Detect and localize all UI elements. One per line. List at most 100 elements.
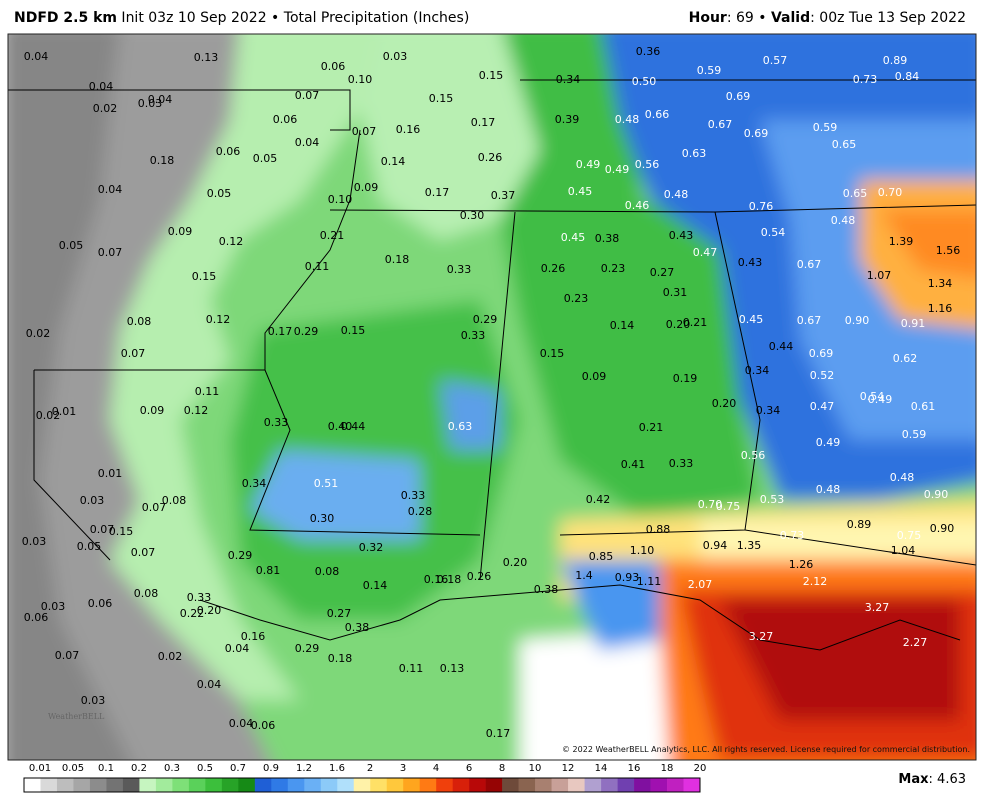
- precip-label: 0.46: [625, 199, 650, 212]
- precip-label: 0.48: [831, 214, 856, 227]
- precip-label: 0.43: [669, 229, 694, 242]
- legend-tick-label: 6: [466, 763, 472, 774]
- precip-label: 0.07: [142, 501, 167, 514]
- precip-label: 0.05: [77, 540, 102, 553]
- legend-tick-label: 1.6: [329, 763, 345, 774]
- precip-label: 1.04: [891, 544, 916, 557]
- precip-label: 0.17: [471, 116, 496, 129]
- legend-swatch: [205, 778, 223, 792]
- precip-label: 0.48: [816, 483, 841, 496]
- precip-label: 0.26: [467, 570, 492, 583]
- precip-label: 0.21: [320, 229, 345, 242]
- precip-label: 0.04: [295, 136, 320, 149]
- precip-label: 0.01: [52, 405, 77, 418]
- precip-label: 0.53: [760, 493, 785, 506]
- precip-label: 0.39: [555, 113, 580, 126]
- precip-label: 0.04: [197, 678, 222, 691]
- precip-label: 0.41: [621, 458, 646, 471]
- subtitle: Init 03z 10 Sep 2022 • Total Precipitati…: [116, 10, 470, 26]
- legend-swatch: [238, 778, 256, 792]
- precip-label: 0.11: [195, 385, 220, 398]
- precip-label: 0.21: [683, 316, 708, 329]
- precip-label: 3.27: [749, 630, 774, 643]
- precip-label: 0.44: [341, 420, 366, 433]
- precip-label: 0.47: [810, 400, 835, 413]
- legend-tick-label: 0.7: [230, 763, 246, 774]
- header-right: Hour: 69 • Valid: 00z Tue 13 Sep 2022: [689, 10, 966, 26]
- precip-label: 0.93: [615, 571, 640, 584]
- precip-label: 0.65: [843, 187, 868, 200]
- precip-label: 0.09: [582, 370, 607, 383]
- precip-label: 0.73: [853, 73, 878, 86]
- legend-tick-label: 2: [367, 763, 373, 774]
- precip-label: 0.57: [763, 54, 788, 67]
- legend-tick-label: 0.2: [131, 763, 147, 774]
- precip-label: 0.07: [352, 125, 377, 138]
- precip-label: 0.17: [268, 325, 293, 338]
- precip-label: 0.07: [90, 523, 115, 536]
- precip-label: 0.15: [429, 92, 454, 105]
- legend-tick-label: 0.01: [29, 763, 51, 774]
- precip-label: 0.29: [294, 325, 319, 338]
- legend-swatch: [568, 778, 585, 792]
- precip-label: 1.11: [637, 575, 662, 588]
- precip-label: 0.30: [310, 512, 335, 525]
- precip-label: 0.05: [253, 152, 278, 165]
- precip-label: 1.10: [630, 544, 655, 557]
- legend-tick-label: 16: [628, 763, 641, 774]
- precip-label: 0.61: [911, 400, 936, 413]
- precip-label: 0.33: [264, 416, 289, 429]
- legend-swatch: [650, 778, 668, 792]
- precip-label: 0.09: [354, 181, 379, 194]
- precip-label: 0.11: [399, 662, 424, 675]
- precip-label: 0.07: [131, 546, 156, 559]
- precip-label: 0.27: [327, 607, 352, 620]
- precip-label: 1.16: [928, 302, 953, 315]
- precip-label: 0.18: [385, 253, 410, 266]
- precip-label: 0.18: [328, 652, 353, 665]
- precip-label: 0.56: [741, 449, 766, 462]
- precip-label: 0.29: [228, 549, 253, 562]
- precip-label: 0.50: [632, 75, 657, 88]
- legend-frame: [23, 777, 701, 793]
- precip-label: 1.39: [889, 235, 914, 248]
- header-left: NDFD 2.5 km Init 03z 10 Sep 2022 • Total…: [14, 10, 469, 26]
- precip-label: 0.02: [26, 327, 51, 340]
- legend-swatch: [485, 778, 503, 792]
- precip-label: 0.18: [437, 573, 462, 586]
- legend-swatch: [56, 778, 74, 792]
- legend-swatch: [139, 778, 157, 792]
- precip-label: 0.23: [601, 262, 626, 275]
- precip-label: 0.49: [816, 436, 841, 449]
- legend-swatch: [287, 778, 305, 792]
- legend-tick-label: 0.5: [197, 763, 213, 774]
- precip-label: 0.06: [251, 719, 276, 732]
- precip-label: 0.89: [847, 518, 872, 531]
- precip-label: 0.02: [158, 650, 183, 663]
- precip-label: 0.34: [556, 73, 581, 86]
- legend-swatch: [452, 778, 470, 792]
- precip-label: 0.34: [242, 477, 267, 490]
- precip-label: 0.09: [168, 225, 193, 238]
- precip-label: 0.69: [744, 127, 769, 140]
- precip-label: 0.48: [664, 188, 689, 201]
- precip-label: 0.38: [534, 583, 559, 596]
- precip-label: 0.06: [24, 611, 49, 624]
- precip-label: 0.37: [491, 189, 516, 202]
- precip-label: 0.07: [98, 246, 123, 259]
- precip-label: 1.26: [789, 558, 814, 571]
- legend-swatch: [221, 778, 239, 792]
- precip-label: 2.07: [688, 578, 713, 591]
- precip-label: 0.38: [345, 621, 370, 634]
- legend-swatch: [106, 778, 124, 792]
- legend-swatch: [188, 778, 206, 792]
- precip-label: 0.14: [363, 579, 388, 592]
- precip-label: 0.04: [229, 717, 254, 730]
- legend-tick-label: 1.2: [296, 763, 312, 774]
- precip-label: 0.03: [41, 600, 66, 613]
- legend-swatch: [24, 778, 41, 792]
- precip-label: 0.15: [479, 69, 504, 82]
- precip-label: 0.20: [712, 397, 737, 410]
- precip-label: 0.12: [219, 235, 244, 248]
